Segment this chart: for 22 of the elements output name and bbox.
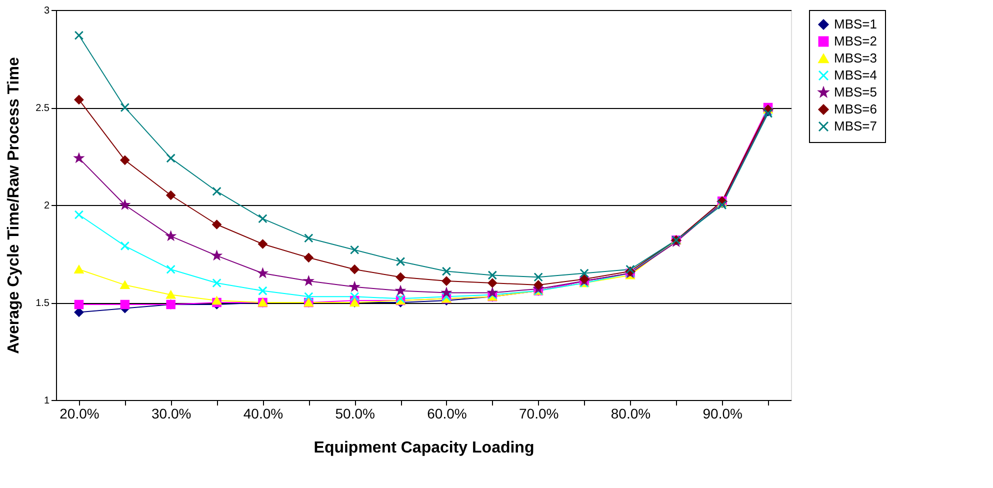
- y-tick-label: 2: [44, 200, 50, 212]
- y-tick-label: 3: [44, 6, 50, 16]
- x-tick-label: 90.0%: [702, 406, 742, 422]
- y-tick-label: 1: [44, 396, 50, 406]
- x-tick-label: 60.0%: [427, 406, 467, 422]
- x-tick-label: 80.0%: [610, 406, 651, 422]
- y-tick-label: 1.5: [36, 298, 50, 309]
- x-axis-title: Equipment Capacity Loading: [314, 440, 534, 456]
- legend-label: MBS=4: [834, 68, 877, 82]
- y-tick-label: 2.5: [36, 103, 50, 114]
- legend-label: MBS=7: [834, 118, 877, 134]
- legend-label: MBS=2: [834, 34, 877, 48]
- legend-label: MBS=5: [834, 84, 877, 100]
- legend-label: MBS=1: [834, 16, 877, 32]
- x-tick-label: 70.0%: [518, 406, 559, 422]
- x-tick-label: 20.0%: [60, 406, 100, 422]
- x-tick-label: 40.0%: [243, 406, 284, 422]
- y-axis-title: Average Cycle Time/Raw Process Time: [6, 57, 23, 354]
- x-tick-label: 50.0%: [335, 406, 375, 422]
- x-tick-label: 30.0%: [151, 406, 192, 422]
- legend-label: MBS=3: [834, 50, 877, 66]
- legend-label: MBS=6: [834, 102, 877, 116]
